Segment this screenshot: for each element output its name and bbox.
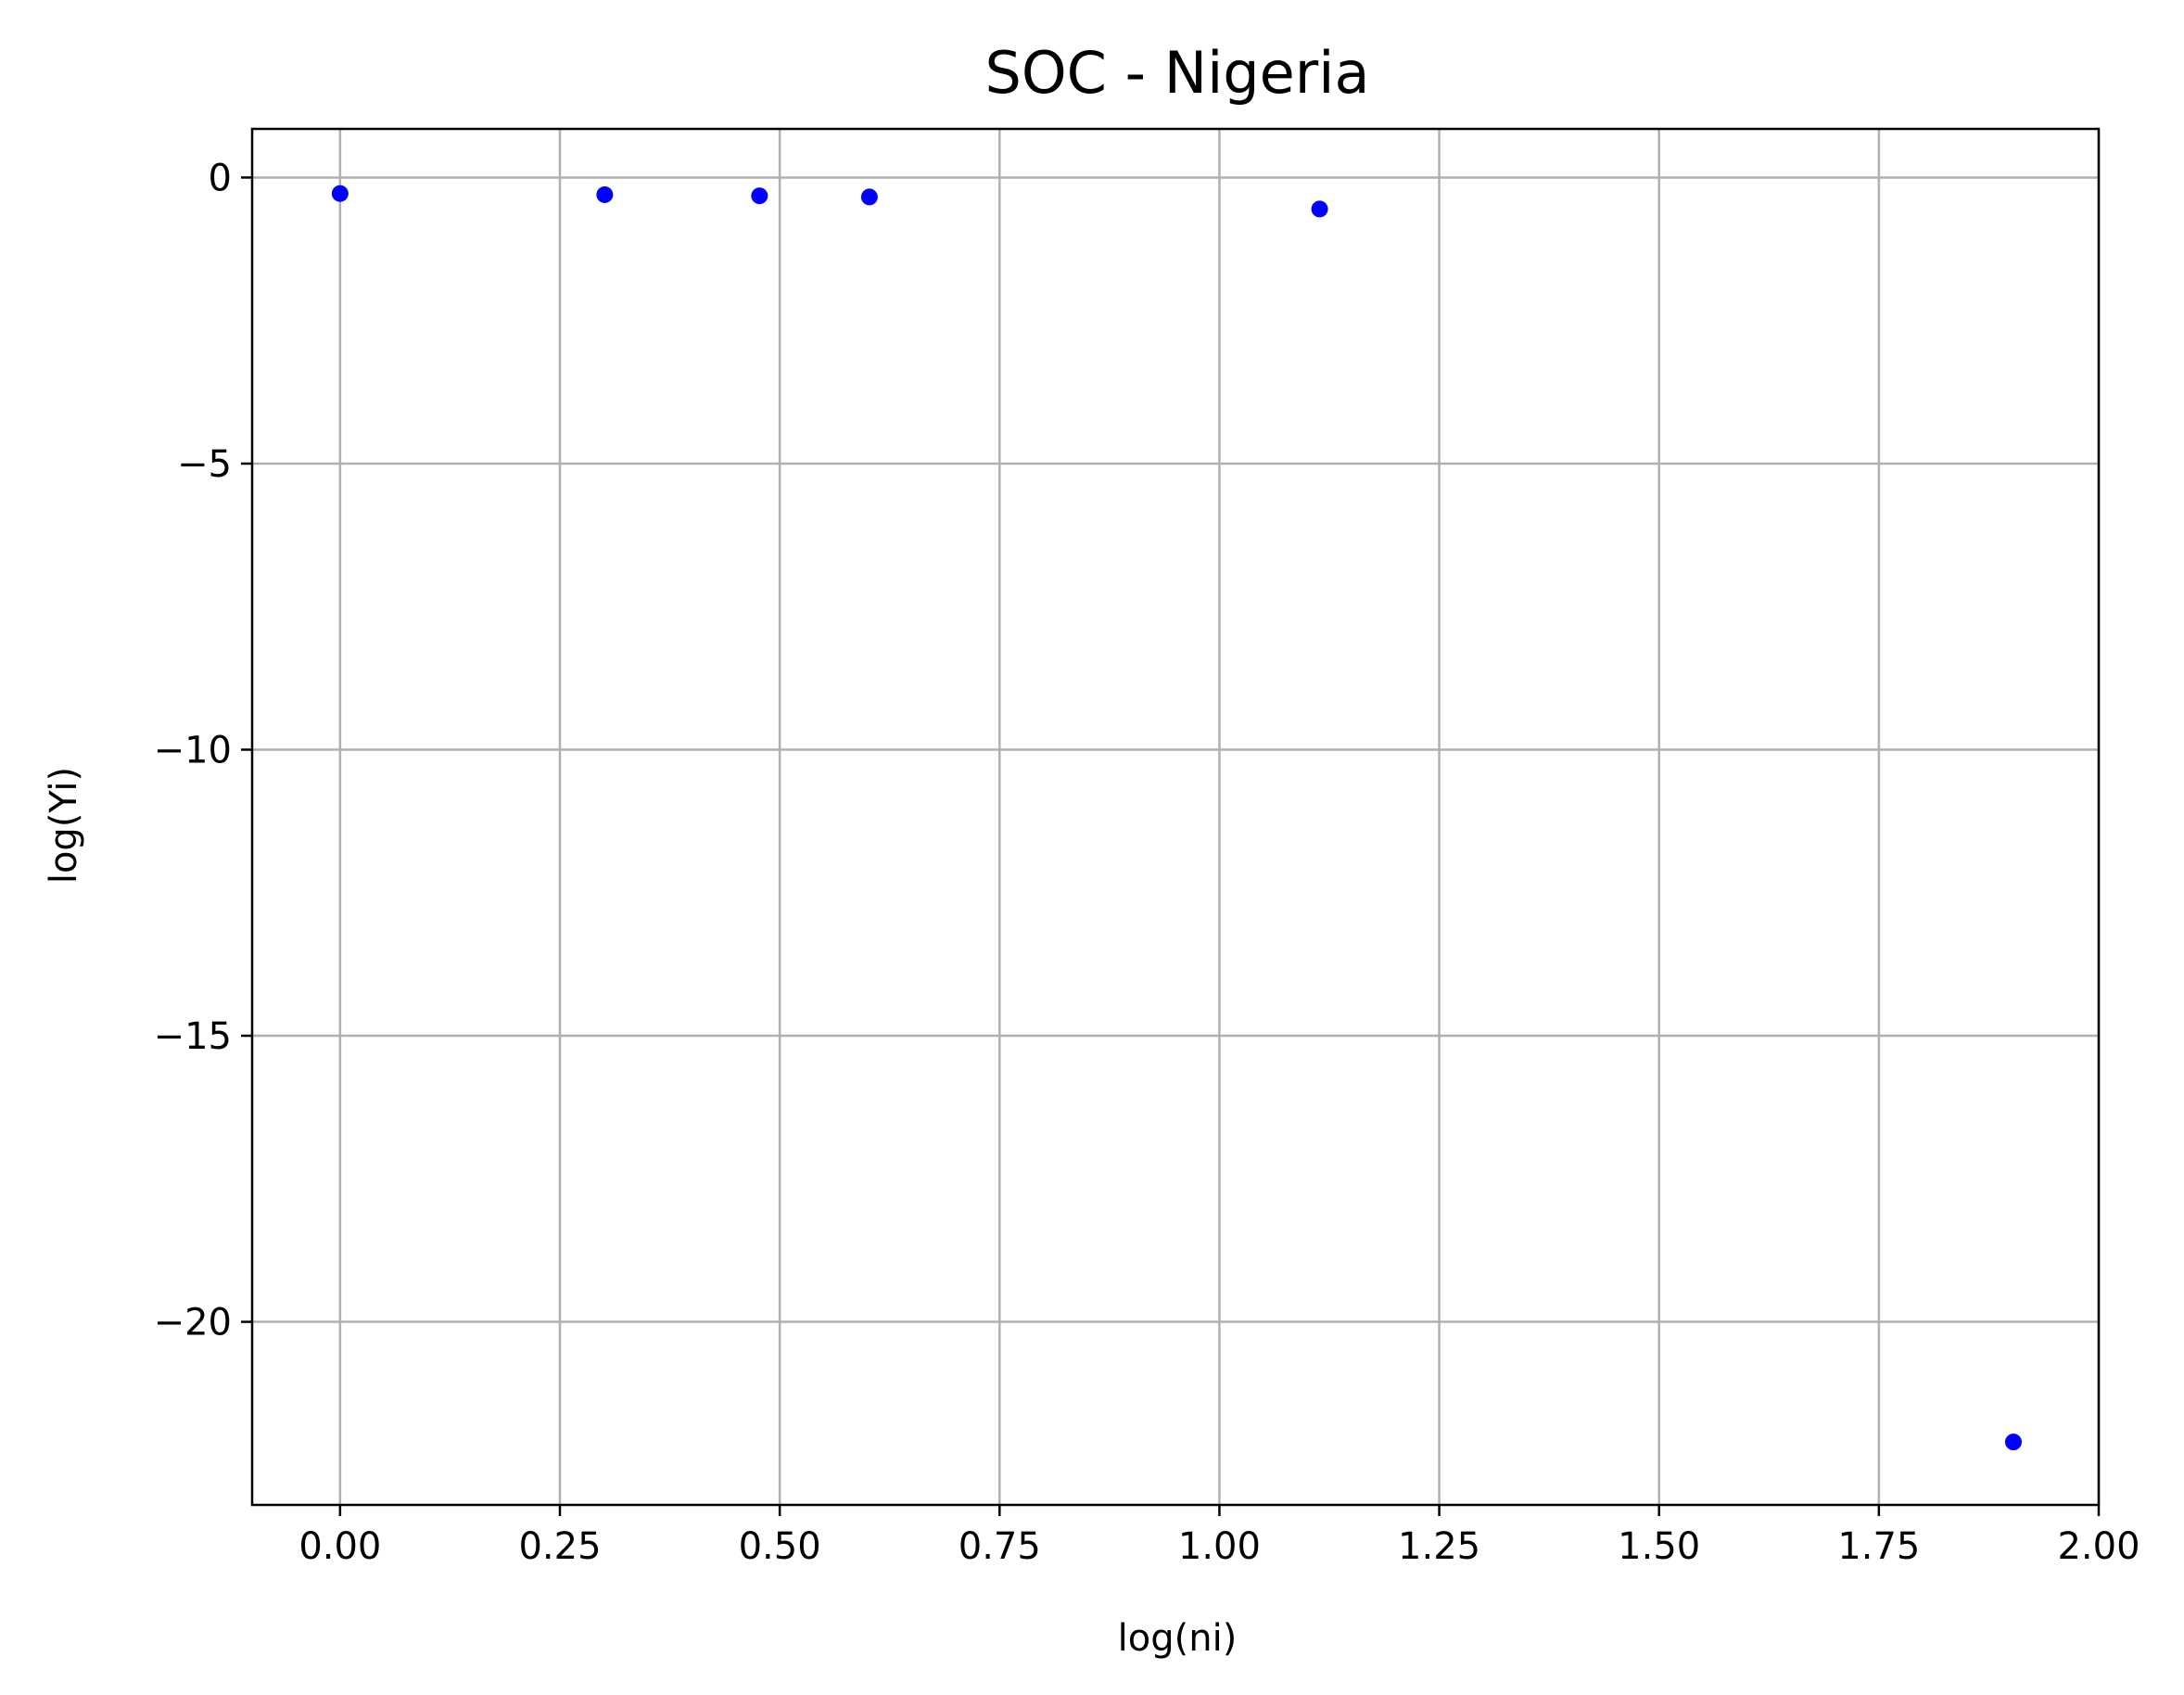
x-tick-label: 1.00 [1178,1525,1261,1568]
grid-lines [252,129,2101,1505]
y-axis-label: log(Yi) [43,767,85,884]
axis-ticks: 0.00 0.25 0.50 0.75 1.00 1.25 1.50 1.75 2.00 0 −5 −… [154,157,2140,1568]
x-tick-label: 1.50 [1618,1525,1700,1568]
data-point [860,188,878,206]
data-points [331,185,2022,1451]
data-point [331,185,349,202]
x-axis-label: log(ni) [1118,1617,1238,1660]
x-tick-label: 0.50 [739,1525,821,1568]
data-point [2004,1434,2022,1451]
y-tick-label: −5 [177,443,232,486]
data-point [1311,200,1328,218]
y-tick-label: −20 [154,1302,232,1345]
x-tick-label: 0.25 [518,1525,601,1568]
plot-frame [250,127,2101,1507]
y-tick-label: 0 [209,157,232,199]
y-tick-label: −15 [154,1015,232,1058]
data-point [751,187,768,205]
x-tick-label: 0.75 [959,1525,1041,1568]
y-tick-label: −10 [154,729,232,771]
x-tick-label: 0.00 [298,1525,381,1568]
x-tick-label: 2.00 [2057,1525,2140,1568]
chart-title: SOC - Nigeria [984,39,1369,107]
x-tick-label: 1.25 [1398,1525,1480,1568]
x-tick-label: 1.75 [1837,1525,1920,1568]
data-point [596,185,614,203]
